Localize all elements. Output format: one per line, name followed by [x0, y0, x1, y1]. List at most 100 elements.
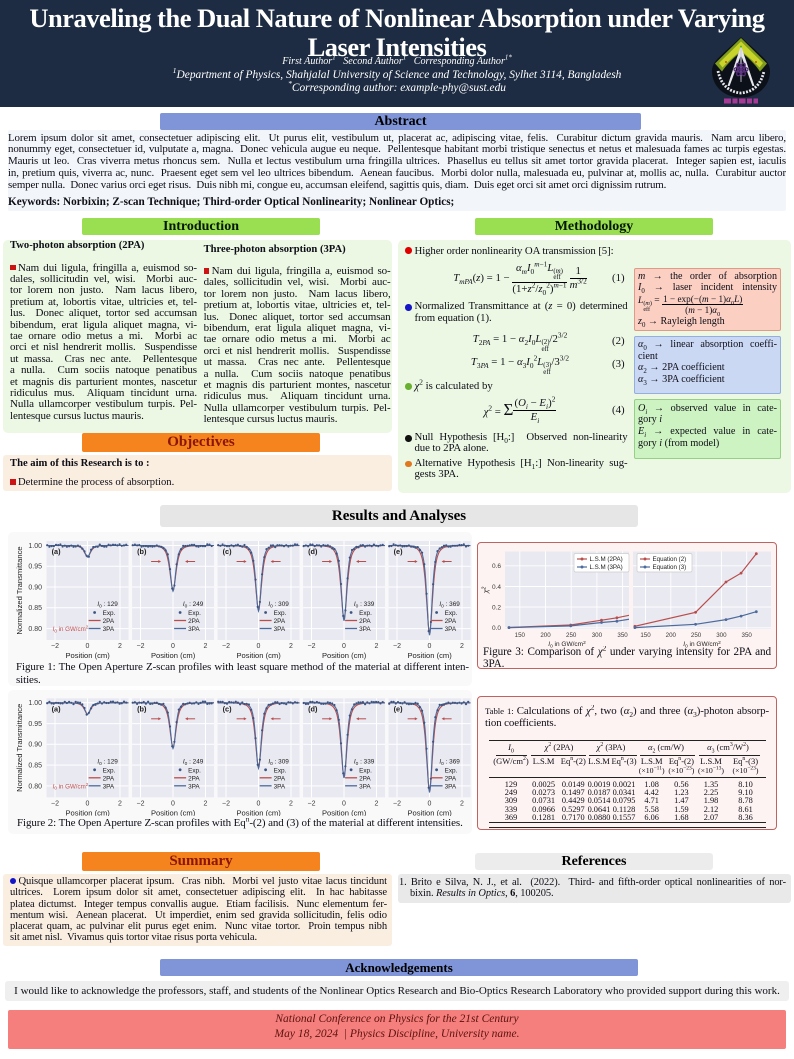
svg-text:−2: −2 [222, 643, 230, 650]
svg-text:0.0: 0.0 [492, 625, 501, 632]
svg-text:Position (cm): Position (cm) [151, 808, 196, 816]
svg-text:(d): (d) [308, 704, 318, 713]
svg-text:0.80: 0.80 [28, 626, 42, 633]
svg-text:Exp.: Exp. [274, 767, 287, 774]
svg-text:2PA: 2PA [274, 775, 286, 782]
svg-text:3PA: 3PA [188, 783, 200, 790]
svg-text:(d): (d) [308, 547, 318, 556]
svg-text:1.00: 1.00 [28, 700, 42, 707]
svg-text:I0 : 309: I0 : 309 [268, 758, 289, 767]
svg-text:Exp.: Exp. [103, 610, 116, 617]
svg-text:Position (cm): Position (cm) [236, 808, 281, 816]
svg-text:−2: −2 [393, 643, 401, 650]
svg-text:0: 0 [257, 643, 261, 650]
svg-text:200: 200 [666, 632, 677, 639]
svg-text:Exp.: Exp. [359, 610, 372, 617]
svg-text:300: 300 [716, 632, 727, 639]
svg-text:Position (cm): Position (cm) [65, 808, 110, 816]
svg-text:−2: −2 [308, 800, 316, 807]
svg-text:0: 0 [171, 643, 175, 650]
svg-text:2: 2 [289, 643, 293, 650]
svg-text:Position (cm): Position (cm) [65, 651, 110, 660]
svg-text:0.90: 0.90 [28, 584, 42, 591]
svg-text:Position (cm): Position (cm) [322, 808, 367, 816]
svg-text:Position (cm): Position (cm) [407, 808, 452, 816]
svg-text:(a): (a) [52, 547, 61, 556]
svg-text:3PA: 3PA [359, 626, 371, 633]
svg-text:2PA: 2PA [103, 775, 115, 782]
svg-text:I0 : 129: I0 : 129 [97, 758, 118, 767]
svg-text:I0 in GW/cm2: I0 in GW/cm2 [548, 640, 586, 649]
svg-text:I0 in GW/cm2: I0 in GW/cm2 [53, 625, 89, 634]
svg-text:(b): (b) [137, 704, 147, 713]
svg-text:I0 : 129: I0 : 129 [97, 601, 118, 610]
svg-text:0.85: 0.85 [28, 605, 42, 612]
svg-text:0: 0 [342, 643, 346, 650]
svg-text:(e): (e) [394, 704, 403, 713]
svg-text:3PA: 3PA [274, 626, 286, 633]
svg-text:−2: −2 [51, 643, 59, 650]
svg-text:(c): (c) [223, 704, 232, 713]
svg-text:Position (cm): Position (cm) [407, 651, 452, 660]
svg-text:350: 350 [742, 632, 753, 639]
svg-text:−2: −2 [51, 800, 59, 807]
svg-text:I0 : 249: I0 : 249 [183, 601, 204, 610]
svg-text:0.85: 0.85 [28, 763, 42, 770]
svg-text:0.90: 0.90 [28, 742, 42, 749]
svg-text:2PA: 2PA [274, 618, 286, 625]
svg-text:Equation (2): Equation (2) [653, 556, 687, 563]
svg-text:2PA: 2PA [445, 775, 457, 782]
svg-text:2PA: 2PA [188, 775, 200, 782]
svg-text:Equation (3): Equation (3) [653, 564, 687, 571]
svg-text:I0 : 369: I0 : 369 [439, 758, 460, 767]
svg-text:3PA: 3PA [274, 783, 286, 790]
svg-text:2: 2 [204, 800, 208, 807]
svg-text:(e): (e) [394, 547, 403, 556]
svg-text:I0 : 309: I0 : 309 [268, 601, 289, 610]
svg-text:−2: −2 [222, 800, 230, 807]
svg-text:(c): (c) [223, 547, 232, 556]
svg-text:0.95: 0.95 [28, 721, 42, 728]
svg-text:0: 0 [342, 800, 346, 807]
svg-text:2: 2 [289, 800, 293, 807]
svg-text:350: 350 [617, 632, 628, 639]
svg-text:I0 : 339: I0 : 339 [354, 601, 375, 610]
svg-text:250: 250 [691, 632, 702, 639]
svg-text:3PA: 3PA [103, 783, 115, 790]
svg-text:Exp.: Exp. [445, 610, 458, 617]
svg-text:Position (cm): Position (cm) [322, 651, 367, 660]
svg-text:1.00: 1.00 [28, 543, 42, 550]
svg-text:L.S.M (2PA): L.S.M (2PA) [590, 556, 623, 563]
svg-text:3PA: 3PA [445, 783, 457, 790]
svg-text:Exp.: Exp. [188, 610, 201, 617]
svg-text:−2: −2 [137, 800, 145, 807]
svg-text:0: 0 [86, 643, 90, 650]
svg-text:0.2: 0.2 [492, 604, 501, 611]
svg-text:150: 150 [640, 632, 651, 639]
svg-text:Position (cm): Position (cm) [151, 651, 196, 660]
svg-text:2PA: 2PA [359, 775, 371, 782]
svg-text:−2: −2 [137, 643, 145, 650]
svg-text:(a): (a) [52, 704, 61, 713]
svg-text:I0 : 339: I0 : 339 [354, 758, 375, 767]
svg-text:2: 2 [118, 800, 122, 807]
svg-text:2PA: 2PA [359, 618, 371, 625]
svg-text:3PA: 3PA [103, 626, 115, 633]
svg-text:0: 0 [171, 800, 175, 807]
svg-text:I0 : 369: I0 : 369 [439, 601, 460, 610]
svg-text:0: 0 [86, 800, 90, 807]
svg-text:200: 200 [540, 632, 551, 639]
svg-text:2PA: 2PA [445, 618, 457, 625]
svg-text:150: 150 [515, 632, 526, 639]
svg-text:Exp.: Exp. [359, 767, 372, 774]
svg-text:L.S.M (3PA): L.S.M (3PA) [590, 564, 623, 571]
svg-text:2PA: 2PA [103, 618, 115, 625]
svg-text:2: 2 [460, 800, 464, 807]
svg-text:250: 250 [566, 632, 577, 639]
svg-text:0: 0 [257, 800, 261, 807]
svg-text:2: 2 [118, 643, 122, 650]
svg-text:Position (cm): Position (cm) [236, 651, 281, 660]
svg-text:I0 in GW/cm2: I0 in GW/cm2 [683, 640, 721, 649]
svg-text:Normalized Transmittance: Normalized Transmittance [15, 704, 24, 792]
svg-text:300: 300 [592, 632, 603, 639]
